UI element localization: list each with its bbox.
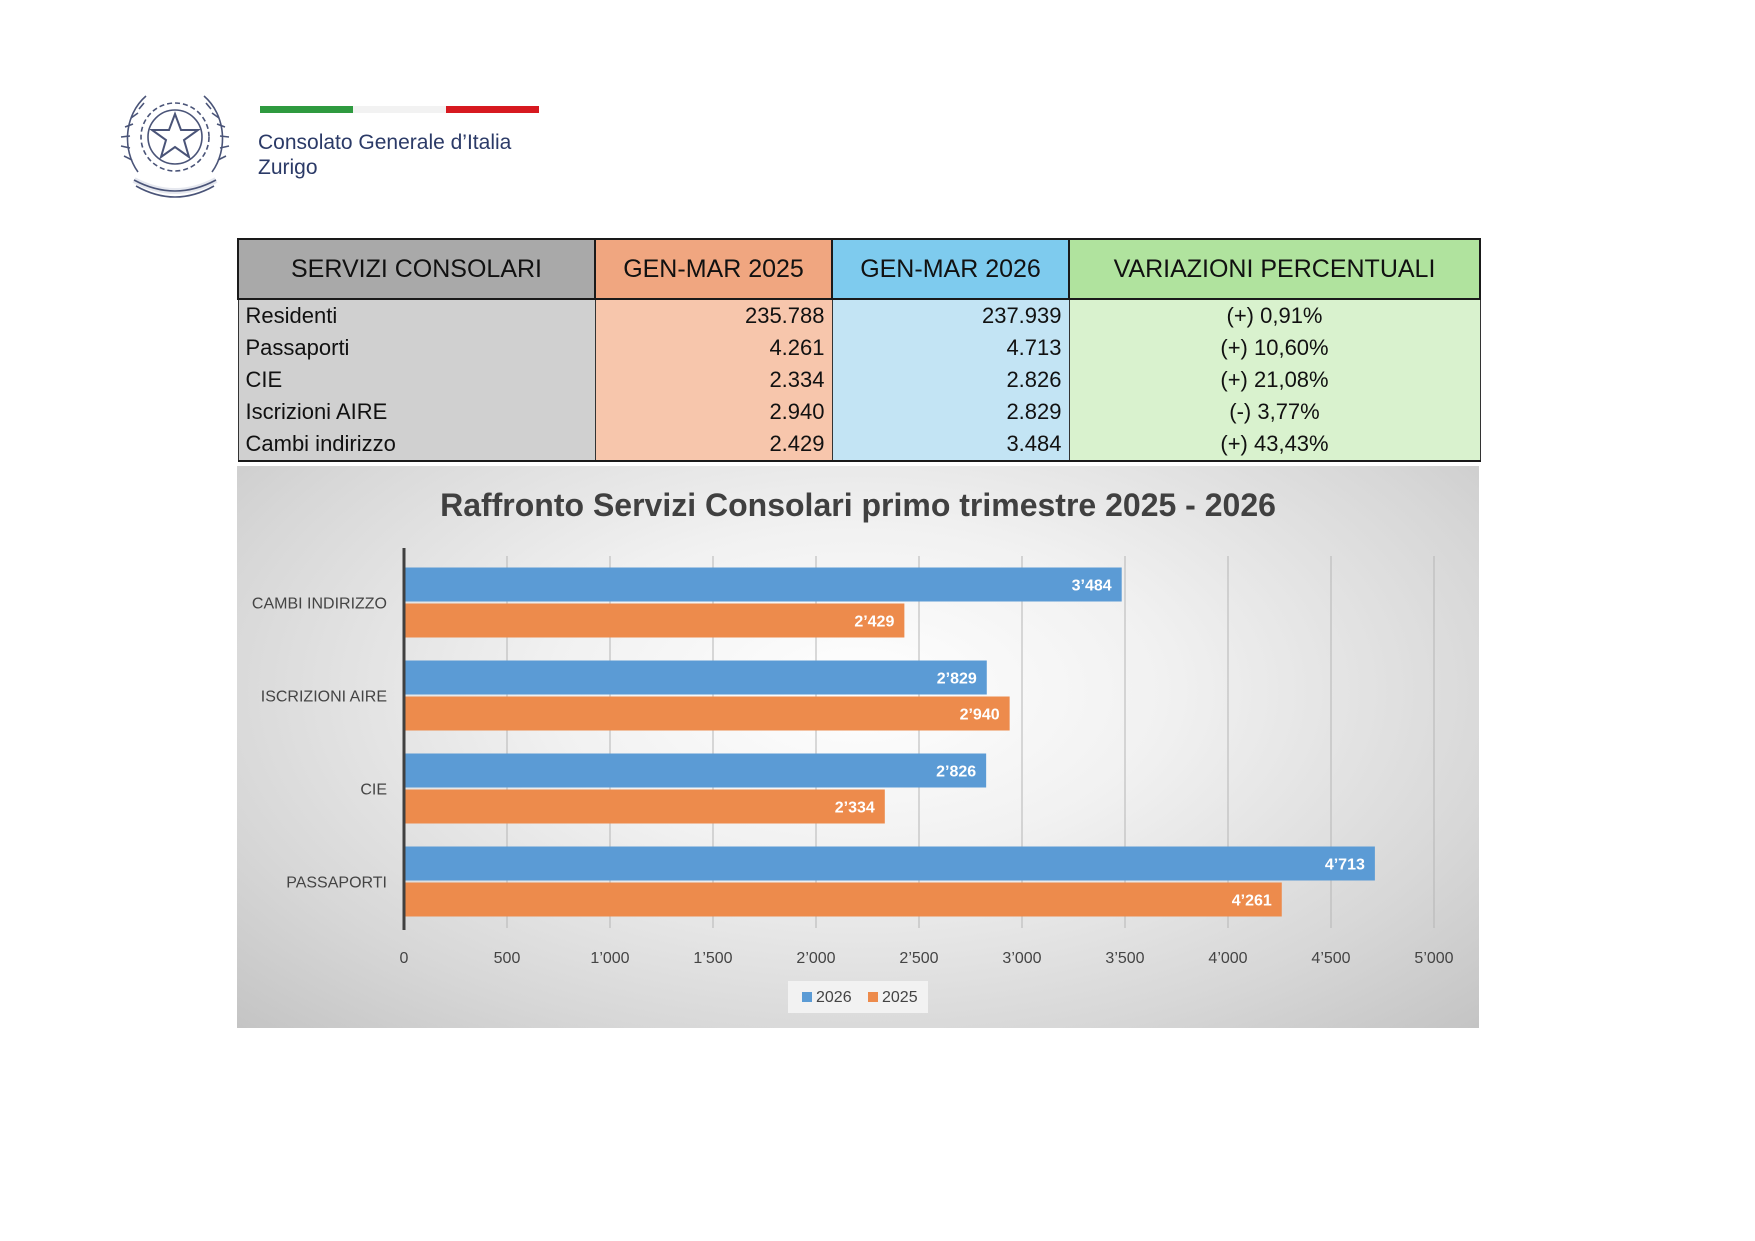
table-row: Residenti 235.788 237.939 (+) 0,91% xyxy=(237,299,1481,332)
row-value-2025: 4.261 xyxy=(594,332,833,364)
header-2026: GEN-MAR 2026 xyxy=(831,238,1070,300)
row-value-2025: 235.788 xyxy=(594,299,833,332)
header-services: SERVIZI CONSOLARI xyxy=(237,238,596,300)
category-label: ISCRIZIONI AIRE xyxy=(261,689,387,706)
legend-label: 2025 xyxy=(882,989,918,1006)
row-change: (+) 21,08% xyxy=(1068,364,1481,396)
row-value-2026: 2.826 xyxy=(831,364,1070,396)
republic-emblem-icon xyxy=(120,95,230,198)
x-tick-label: 1’000 xyxy=(590,950,629,967)
table-row: Iscrizioni AIRE 2.940 2.829 (-) 3,77% xyxy=(237,396,1481,428)
legend-label: 2026 xyxy=(816,989,852,1006)
row-change: (+) 43,43% xyxy=(1068,428,1481,462)
bar-2026 xyxy=(404,846,1375,881)
row-label: Iscrizioni AIRE xyxy=(237,396,596,428)
bar-chart: Raffronto Servizi Consolari primo trimes… xyxy=(252,487,1454,1013)
table-header-row: SERVIZI CONSOLARI GEN-MAR 2025 GEN-MAR 2… xyxy=(237,238,1481,300)
x-tick-label: 0 xyxy=(400,950,409,967)
table-row: Passaporti 4.261 4.713 (+) 10,60% xyxy=(237,332,1481,364)
organization-name: Consolato Generale d’Italia Zurigo xyxy=(258,130,511,180)
category-label: PASSAPORTI xyxy=(286,875,387,892)
org-line-1: Consolato Generale d’Italia xyxy=(258,131,512,154)
x-tick-label: 1’500 xyxy=(693,950,732,967)
flag-green xyxy=(260,106,353,113)
comparison-chart: Raffronto Servizi Consolari primo trimes… xyxy=(237,466,1479,1028)
x-tick-label: 5’000 xyxy=(1414,950,1453,967)
letterhead: Consolato Generale d’Italia Zurigo xyxy=(120,80,620,210)
row-label: Residenti xyxy=(237,299,596,332)
legend-swatch-2025 xyxy=(868,992,878,1002)
header-variation: VARIAZIONI PERCENTUALI xyxy=(1068,238,1481,300)
x-tick-label: 500 xyxy=(494,950,521,967)
data-label: 4’713 xyxy=(1325,857,1365,874)
bar-2025 xyxy=(404,882,1282,917)
chart-title: Raffronto Servizi Consolari primo trimes… xyxy=(440,487,1276,523)
bar-2026 xyxy=(404,660,987,695)
data-label: 2’829 xyxy=(937,671,977,688)
row-value-2026: 237.939 xyxy=(831,299,1070,332)
row-value-2026: 4.713 xyxy=(831,332,1070,364)
row-label: Cambi indirizzo xyxy=(237,428,596,462)
data-label: 2’940 xyxy=(960,707,1000,724)
flag-white xyxy=(353,106,446,113)
data-label: 4’261 xyxy=(1232,893,1272,910)
bar-2025 xyxy=(404,789,885,824)
x-tick-label: 2’000 xyxy=(796,950,835,967)
row-change: (+) 0,91% xyxy=(1068,299,1481,332)
row-value-2025: 2.940 xyxy=(594,396,833,428)
services-table: SERVIZI CONSOLARI GEN-MAR 2025 GEN-MAR 2… xyxy=(237,238,1481,462)
bar-2025 xyxy=(404,696,1010,731)
data-label: 3’484 xyxy=(1072,578,1112,595)
legend-swatch-2026 xyxy=(802,992,812,1002)
table-row: CIE 2.334 2.826 (+) 21,08% xyxy=(237,364,1481,396)
bar-2025 xyxy=(404,603,905,638)
row-value-2025: 2.429 xyxy=(594,428,833,462)
row-label: CIE xyxy=(237,364,596,396)
x-tick-label: 4’500 xyxy=(1311,950,1350,967)
row-change: (-) 3,77% xyxy=(1068,396,1481,428)
flag-red xyxy=(446,106,539,113)
row-label: Passaporti xyxy=(237,332,596,364)
data-label: 2’826 xyxy=(936,764,976,781)
x-tick-label: 4’000 xyxy=(1208,950,1247,967)
x-tick-label: 3’000 xyxy=(1002,950,1041,967)
category-label: CAMBI INDIRIZZO xyxy=(252,596,387,613)
header-2025: GEN-MAR 2025 xyxy=(594,238,833,300)
italian-flag-stripe xyxy=(260,106,539,113)
category-label: CIE xyxy=(360,782,387,799)
x-tick-label: 2’500 xyxy=(899,950,938,967)
row-value-2026: 2.829 xyxy=(831,396,1070,428)
row-value-2025: 2.334 xyxy=(594,364,833,396)
row-change: (+) 10,60% xyxy=(1068,332,1481,364)
bar-2026 xyxy=(404,567,1122,602)
data-label: 2’429 xyxy=(854,614,894,631)
row-value-2026: 3.484 xyxy=(831,428,1070,462)
x-tick-label: 3’500 xyxy=(1105,950,1144,967)
org-line-2: Zurigo xyxy=(258,156,318,179)
bar-2026 xyxy=(404,753,987,788)
table-row: Cambi indirizzo 2.429 3.484 (+) 43,43% xyxy=(237,428,1481,462)
data-label: 2’334 xyxy=(835,800,875,817)
